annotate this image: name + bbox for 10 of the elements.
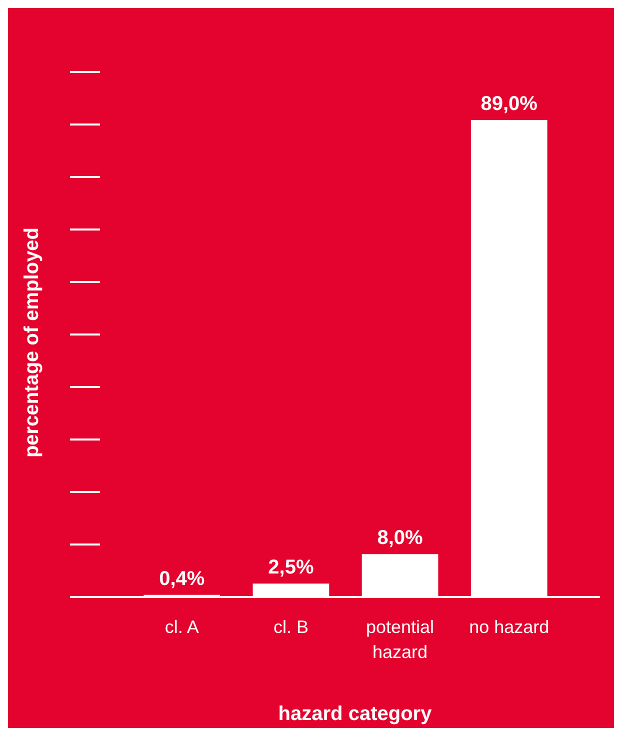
x-tick-label: cl. A [164,617,199,637]
data-label: 8,0% [377,527,424,550]
x-tick-label: no hazard [469,617,550,637]
x-axis-title: hazard category [278,703,433,725]
data-label: 2,5% [268,556,314,579]
data-label: 89,0% [480,93,538,115]
x-tick-label: potential hazard [366,617,434,662]
data-label: 0,4% [159,568,205,590]
y-axis-title: percentage of employed [21,227,43,458]
x-tick-label: cl. B [273,617,308,637]
